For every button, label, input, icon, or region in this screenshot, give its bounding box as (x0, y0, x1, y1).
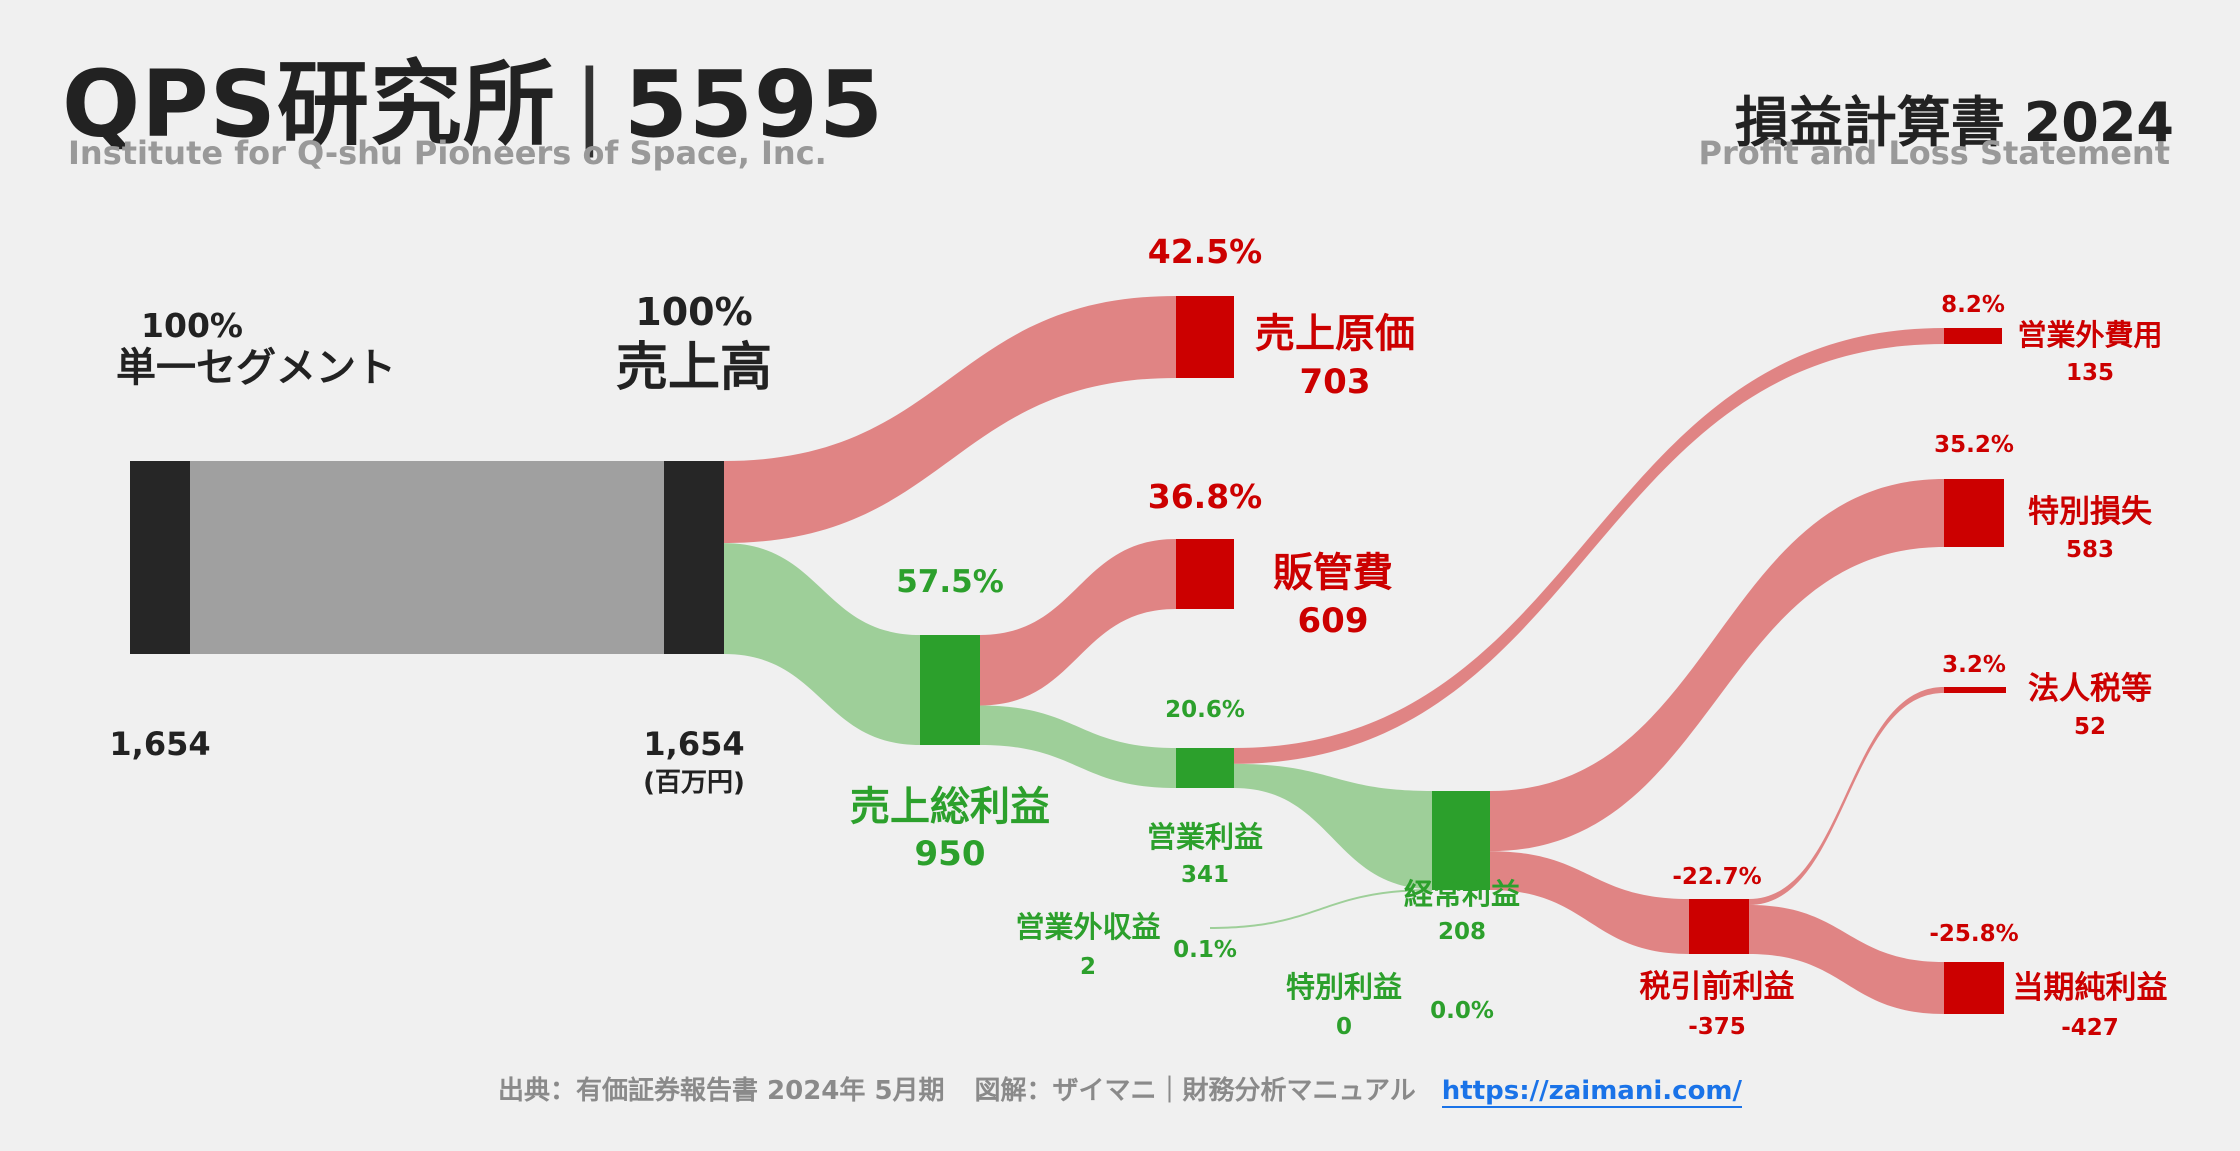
node-pretax (1689, 899, 1749, 954)
flow-opinc-nonopexp (1234, 328, 1944, 764)
sga-name-label: 販管費 (1273, 550, 1393, 596)
sga-pct-label: 36.8% (1148, 477, 1263, 516)
opinc-value-label: 341 (1181, 862, 1229, 888)
statement-title: 損益計算書 2024 (1734, 91, 2174, 154)
ordinary-value-label: 208 (1438, 919, 1486, 945)
node-extloss (1944, 479, 2004, 547)
labels: 100%単一セグメント1,654100%売上高1,654(百万円)42.5%売上… (109, 232, 2167, 1041)
footer: 出典：有価証券報告書 2024年 5月期 図解：ザイマニ｜財務分析マニュアル htt… (0, 1070, 2240, 1108)
flow-nonopinc-ordinary (1210, 889, 1432, 929)
flow-ordinary-pretax (1490, 851, 1689, 954)
tax-pct-label: 3.2% (1942, 652, 2006, 678)
segment-name-label: 単一セグメント (116, 345, 396, 391)
revenue-value-label: 1,654 (643, 725, 744, 763)
flows (190, 296, 1944, 1014)
source-note: 出典：有価証券報告書 2024年 5月期 (497, 1076, 945, 1106)
flow-revenue-cogs (724, 296, 1176, 544)
node-netinc (1944, 962, 2004, 1014)
cogs-name-label: 売上原価 (1255, 311, 1415, 357)
nonopinc-pct-label: 0.1% (1173, 937, 1237, 963)
pretax-name-label: 税引前利益 (1640, 969, 1795, 1005)
company-name-english: Institute for Q-shu Pioneers of Space, I… (68, 134, 827, 172)
credit-note: 図解：ザイマニ｜財務分析マニュアル (974, 1076, 1416, 1106)
node-tax (1944, 687, 2006, 693)
flow-gross-sga (980, 539, 1176, 706)
node-opinc (1176, 748, 1234, 788)
segment-pct-label: 100% (141, 306, 243, 345)
nonopexp-value-label: 135 (2066, 360, 2114, 386)
extgain-pct-label: 0.0% (1430, 998, 1494, 1024)
node-cogs (1176, 296, 1234, 378)
unit-label: (百万円) (643, 768, 745, 798)
company-title: QPS研究所 | 5595 (62, 30, 884, 163)
netinc-pct-label: -25.8% (1929, 921, 2018, 947)
node-revenue (664, 461, 724, 654)
sga-value-label: 609 (1298, 601, 1369, 641)
flow-revenue-gross (724, 543, 920, 745)
cogs-value-label: 703 (1300, 362, 1371, 402)
node-gross (920, 635, 980, 745)
segment-value-label: 1,654 (109, 725, 210, 763)
nonopexp-pct-label: 8.2% (1941, 292, 2005, 318)
extloss-pct-label: 35.2% (1934, 432, 2014, 458)
flow-ordinary-extloss (1490, 479, 1944, 852)
gross-pct-label: 57.5% (896, 564, 1004, 600)
gross-value-label: 950 (915, 834, 986, 874)
node-nonopexp (1944, 328, 2002, 344)
gross-name-label: 売上総利益 (850, 784, 1050, 830)
tax-value-label: 52 (2074, 714, 2106, 740)
flow-pretax-netinc (1749, 904, 1944, 1014)
netinc-name-label: 当期純利益 (2013, 970, 2168, 1006)
opinc-pct-label: 20.6% (1165, 697, 1245, 723)
extgain-name-label: 特別利益 (1286, 970, 1402, 1004)
revenue-name-label: 売上高 (616, 338, 772, 398)
company-name: QPS研究所 (62, 51, 556, 158)
security-code: 5595 (623, 51, 884, 158)
website-link[interactable]: https://zaimani.com/ (1441, 1076, 1743, 1108)
statement-title-english: Profit and Loss Statement (1698, 134, 2170, 172)
flow-opinc-ordinary (1234, 763, 1432, 890)
node-sga (1176, 539, 1234, 609)
revenue-pct-label: 100% (635, 290, 752, 334)
pretax-value-label: -375 (1688, 1014, 1746, 1040)
node-ordinary (1432, 791, 1490, 890)
nodes (130, 296, 2006, 1014)
extloss-value-label: 583 (2066, 537, 2114, 563)
extgain-value-label: 0 (1336, 1014, 1352, 1040)
flow-pretax-tax (1749, 687, 1944, 905)
flow-gross-opinc (980, 705, 1176, 788)
extloss-name-label: 特別損失 (2028, 494, 2153, 530)
nonopinc-value-label: 2 (1080, 954, 1096, 980)
node-segment (130, 461, 190, 654)
cogs-pct-label: 42.5% (1148, 232, 1263, 271)
tax-name-label: 法人税等 (2028, 671, 2152, 707)
netinc-value-label: -427 (2061, 1015, 2119, 1041)
nonopexp-name-label: 営業外費用 (2017, 318, 2162, 352)
title-separator: | (573, 51, 606, 158)
nonopinc-name-label: 営業外収益 (1015, 910, 1160, 944)
opinc-name-label: 営業利益 (1147, 820, 1263, 854)
pretax-pct-label: -22.7% (1672, 864, 1761, 890)
flow-segment-revenue (190, 461, 664, 654)
ordinary-name-label: 経常利益 (1404, 877, 1520, 911)
